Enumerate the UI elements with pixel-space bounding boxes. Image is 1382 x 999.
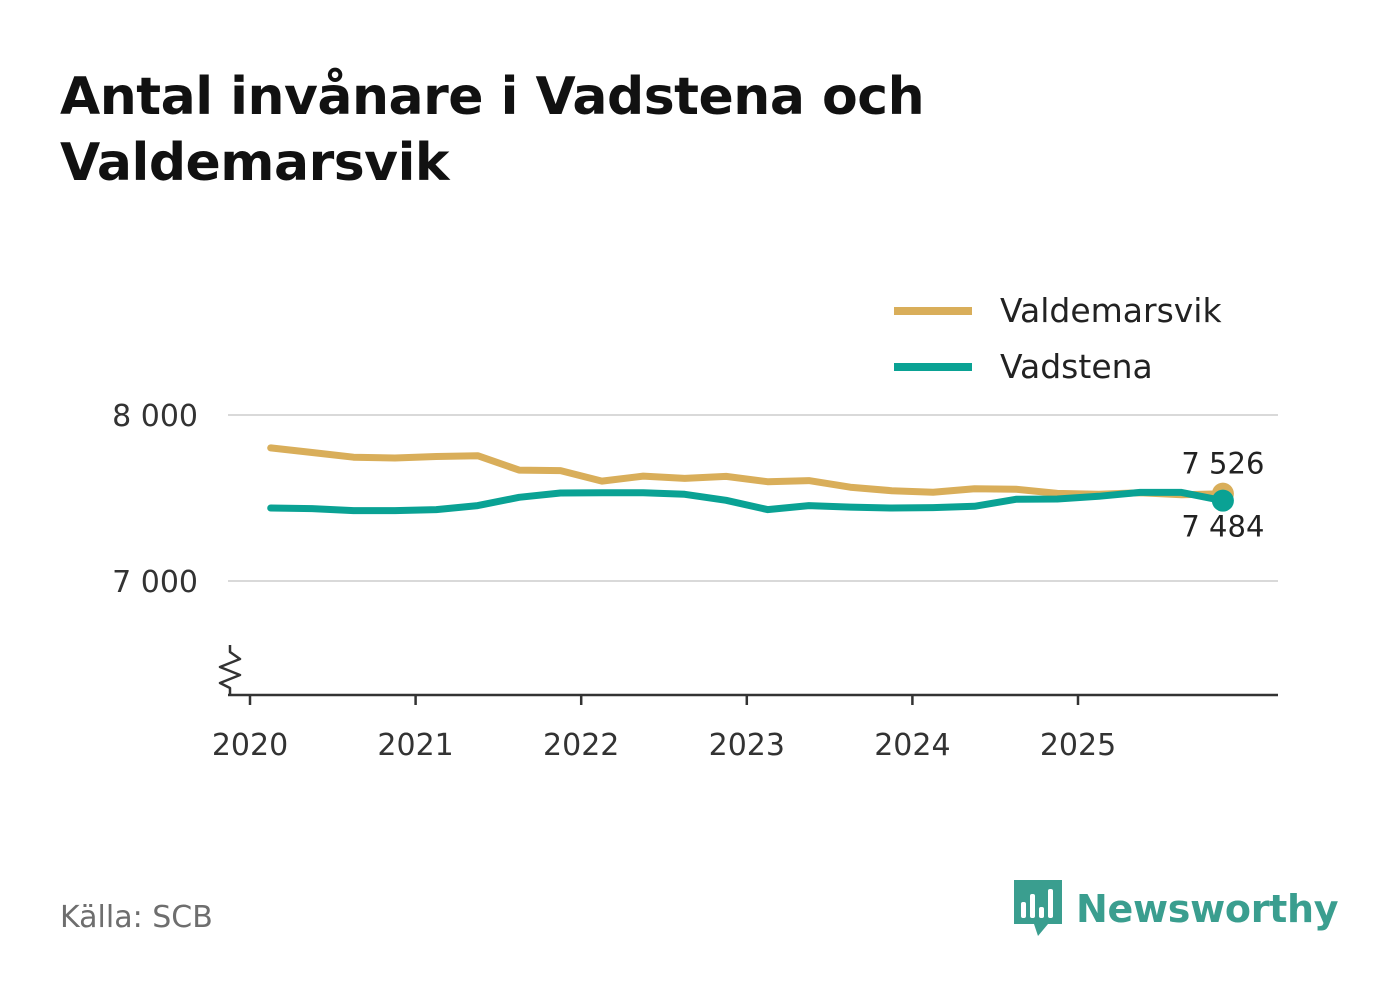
end-labels: 7 526 7 484 bbox=[1181, 447, 1264, 544]
series-line-valdemarsvik bbox=[267, 444, 1227, 499]
end-label-valdemarsvik: 7 526 bbox=[1181, 447, 1264, 481]
x-tick-label-2021: 2021 bbox=[377, 728, 453, 763]
end-label-vadstena: 7 484 bbox=[1181, 510, 1264, 544]
brand-name: Newsworthy bbox=[1076, 887, 1339, 931]
x-axis: 2020 2021 2022 2023 2024 2025 bbox=[212, 645, 1278, 763]
chart-title: Antal invånare i Vadstena och Valdemarsv… bbox=[60, 67, 925, 193]
series-line-vadstena bbox=[267, 488, 1227, 515]
chart: Valdemarsvik Vadstena 7 000 8 000 2020 2021… bbox=[112, 291, 1278, 763]
gridlines bbox=[228, 414, 1278, 582]
axis-break-icon bbox=[218, 645, 242, 695]
x-tick-label-2020: 2020 bbox=[212, 728, 288, 763]
newsworthy-logo-icon bbox=[1014, 880, 1062, 936]
x-tick-label-2025: 2025 bbox=[1040, 728, 1116, 763]
brand-logo[interactable]: Newsworthy bbox=[1012, 878, 1339, 940]
source-label: Källa: SCB bbox=[60, 900, 213, 935]
y-tick-label-8000: 8 000 bbox=[112, 399, 198, 434]
x-tick-label-2023: 2023 bbox=[709, 728, 785, 763]
legend: Valdemarsvik Vadstena bbox=[894, 291, 1222, 386]
legend-label-valdemarsvik: Valdemarsvik bbox=[1000, 291, 1222, 330]
y-tick-label-7000: 7 000 bbox=[112, 565, 198, 600]
x-tick-label-2024: 2024 bbox=[874, 728, 950, 763]
y-axis-labels: 7 000 8 000 bbox=[112, 399, 198, 600]
series-endpoint-vadstena bbox=[1211, 489, 1234, 512]
legend-label-vadstena: Vadstena bbox=[1000, 347, 1153, 386]
x-tick-label-2022: 2022 bbox=[543, 728, 619, 763]
series-lines bbox=[267, 444, 1234, 515]
